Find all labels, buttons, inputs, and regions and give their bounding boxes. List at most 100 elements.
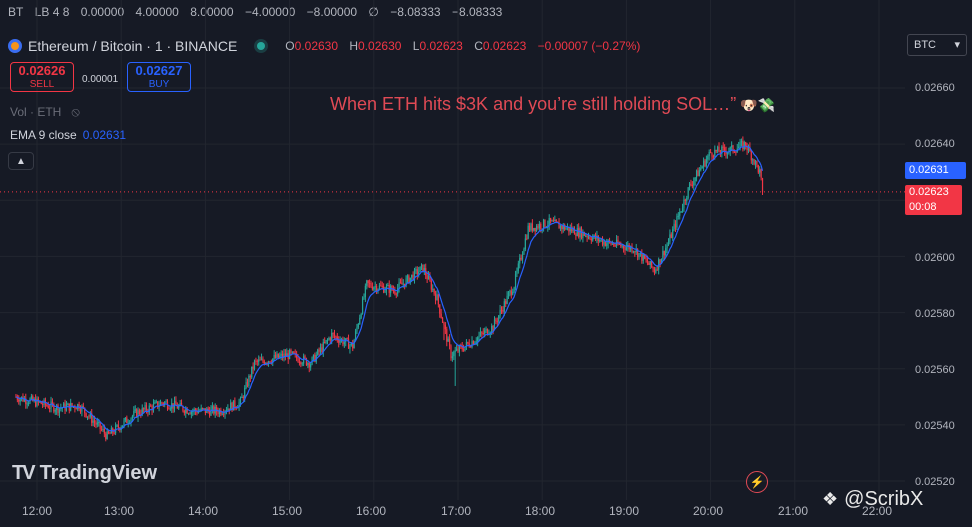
- candle-body: [131, 415, 134, 419]
- candle-body: [168, 408, 170, 410]
- candle-body: [576, 228, 578, 236]
- candle-body: [586, 235, 588, 238]
- candle-body: [592, 237, 594, 241]
- candle-body: [391, 286, 393, 290]
- candle-body: [213, 406, 215, 414]
- candle-body: [412, 274, 414, 280]
- candle-body: [514, 274, 517, 288]
- candle-body: [540, 224, 542, 229]
- candle-body: [133, 410, 135, 416]
- candle-body: [19, 398, 21, 402]
- candle-body: [356, 327, 358, 332]
- sell-price: 0.02626: [18, 63, 66, 78]
- candle-body: [752, 159, 754, 161]
- scribx-watermark: ❖ @ScribX: [822, 488, 924, 510]
- candle-body: [75, 408, 77, 410]
- collapse-legend-button[interactable]: ▲: [8, 152, 34, 170]
- candle-body: [731, 145, 733, 148]
- candle-body: [249, 375, 251, 378]
- candle-body: [255, 360, 257, 362]
- candle-body: [347, 338, 350, 349]
- candle-body: [742, 141, 744, 149]
- candle-body: [404, 283, 406, 287]
- candle-body: [630, 246, 632, 250]
- candle-body: [436, 294, 438, 301]
- candle-body: [234, 400, 236, 408]
- candle-body: [662, 250, 664, 259]
- candle-body: [471, 341, 473, 348]
- candle-body: [53, 404, 55, 412]
- sell-button[interactable]: 0.02626 SELL: [10, 62, 74, 92]
- candle-body: [704, 160, 706, 167]
- candle-body: [217, 411, 219, 415]
- candle-body: [677, 215, 679, 217]
- spread-value: 0.00001: [82, 74, 119, 85]
- topbar-value: −8.08333: [451, 5, 503, 19]
- candle-body: [681, 208, 684, 211]
- symbol-name[interactable]: Ethereum / Bitcoin · 1 · BINANCE: [28, 38, 238, 54]
- buy-button[interactable]: 0.02627 BUY: [127, 62, 191, 92]
- price-tick: 0.02640: [915, 138, 955, 150]
- candle-body: [346, 338, 348, 340]
- candle-body: [679, 212, 681, 216]
- candle-body: [502, 309, 504, 312]
- hidden-eye-icon[interactable]: ⦸: [71, 104, 80, 119]
- currency-selector[interactable]: BTC ▾: [907, 34, 967, 56]
- topbar-value: −8.00000: [306, 5, 358, 19]
- candle-body: [406, 275, 409, 279]
- candle-body: [468, 343, 470, 347]
- time-tick: 20:00: [692, 504, 724, 518]
- candle-body: [512, 291, 514, 295]
- candle-body: [109, 433, 111, 435]
- candle-body: [621, 245, 623, 247]
- volume-indicator-legend[interactable]: Vol · ETH ⦸: [10, 104, 80, 120]
- candle-body: [281, 353, 284, 358]
- symbol-header[interactable]: Ethereum / Bitcoin · 1 · BINANCE O0.0263…: [8, 35, 648, 57]
- candle-body: [303, 356, 305, 364]
- candle-body: [321, 347, 323, 353]
- candle-body: [201, 408, 204, 410]
- candle-body: [688, 183, 691, 188]
- candle-body: [433, 288, 435, 294]
- candle-body: [315, 354, 317, 362]
- candle-body: [638, 253, 640, 258]
- candle-body: [26, 403, 28, 405]
- tradingview-mark-icon: TV: [12, 462, 36, 484]
- topbar-value: −8.08333: [390, 5, 441, 19]
- candle-body: [92, 420, 94, 423]
- lightning-icon[interactable]: ⚡: [746, 471, 768, 493]
- candle-body: [143, 407, 145, 410]
- candle-body: [297, 357, 299, 363]
- candle-body: [357, 324, 359, 328]
- candle-body: [273, 355, 275, 359]
- time-axis[interactable]: 12:00 13:00 14:00 15:00 16:00 17:00 18:0…: [0, 500, 905, 527]
- candle-body: [96, 422, 98, 425]
- candle-body: [659, 259, 661, 264]
- ema-indicator-legend[interactable]: EMA 9 close 0.02631: [10, 128, 126, 142]
- candle-body: [91, 413, 93, 423]
- candle-body: [263, 361, 265, 365]
- candle-body: [415, 269, 417, 271]
- candle-body: [46, 404, 48, 406]
- ohlc-values: O0.02630 H0.02630 L0.02623 C0.02623 −0.0…: [285, 39, 641, 53]
- candle-body: [479, 332, 482, 336]
- candle-body: [179, 403, 181, 406]
- candle-body: [98, 422, 100, 424]
- topbar-value: −4.00000: [244, 5, 296, 19]
- candle-body: [162, 403, 164, 405]
- candle-body: [328, 338, 330, 340]
- candle-body: [558, 222, 560, 229]
- price-axis[interactable]: 0.02660 0.02640 0.02600 0.02580 0.02560 …: [905, 0, 972, 500]
- candle-body: [123, 420, 125, 426]
- candle-body: [203, 408, 205, 410]
- candle-body: [329, 338, 331, 341]
- candle-body: [757, 165, 759, 173]
- candle-body: [244, 388, 246, 399]
- candle-body: [652, 267, 654, 270]
- candle-body: [697, 170, 699, 177]
- price-chart[interactable]: [0, 0, 905, 500]
- candle-body: [537, 225, 539, 229]
- candle-body: [500, 309, 503, 311]
- chevron-up-icon: ▲: [16, 156, 26, 167]
- candle-body: [535, 225, 538, 232]
